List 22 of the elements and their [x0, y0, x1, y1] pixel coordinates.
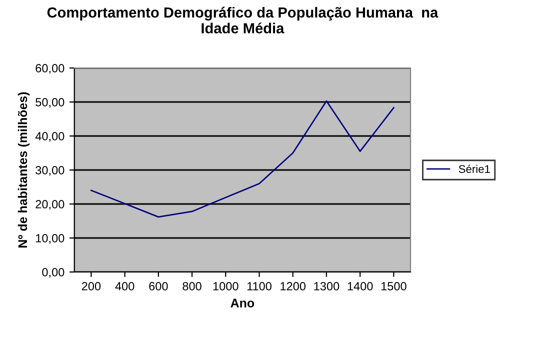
x-tick-label: 800 — [182, 282, 202, 290]
chart-title: Comportamento Demográfico da População Humana na Idade Média — [47, 6, 438, 34]
x-tick-label: 1200 — [280, 282, 306, 290]
line-series — [90, 100, 394, 218]
x-axis-title: Ano — [230, 298, 254, 308]
x-tick-label: 1400 — [348, 282, 373, 290]
x-tick-label: 1300 — [314, 282, 340, 290]
x-tick-label: 1100 — [247, 282, 272, 290]
y-tick-label: 10,00 — [36, 234, 64, 244]
x-tick-label: 600 — [149, 282, 168, 290]
y-tick-label: 30,00 — [36, 166, 64, 176]
y-tick-label: 60,00 — [36, 64, 64, 74]
y-tick-label: 40,00 — [35, 132, 64, 142]
y-tick-label: 0,00 — [42, 268, 64, 278]
x-tick-label: 1500 — [381, 282, 406, 290]
legend-label: Série1 — [458, 164, 490, 173]
x-tick-label: 1000 — [213, 282, 238, 290]
y-axis-title: Nº de habitantes (milhões) — [18, 92, 30, 248]
x-tick-label: 400 — [115, 282, 134, 290]
y-tick-label: 50,00 — [36, 98, 64, 108]
y-tick-label: 20,00 — [36, 200, 64, 210]
x-tick-label: 200 — [82, 282, 101, 290]
